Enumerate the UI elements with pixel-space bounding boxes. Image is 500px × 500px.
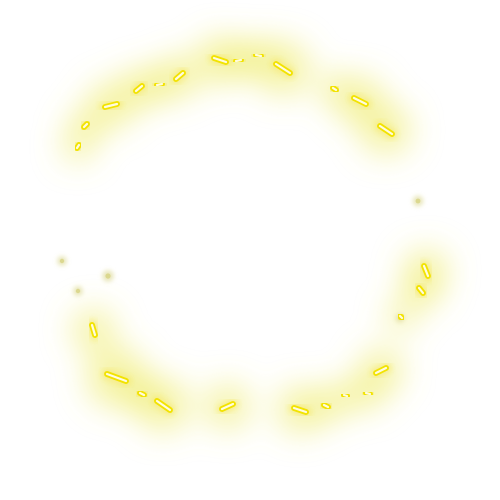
spark-core-8 xyxy=(82,122,89,129)
spark-core-11 xyxy=(378,124,394,136)
spark-core-21 xyxy=(292,406,308,414)
spark-core-22 xyxy=(322,403,330,409)
spark-core-4 xyxy=(174,71,185,81)
faint-dot-0 xyxy=(59,258,65,264)
spark-core-3 xyxy=(274,62,292,75)
spark-core-10 xyxy=(352,96,368,106)
spark-19 xyxy=(154,398,173,413)
spark-24 xyxy=(363,390,373,397)
spark-core-16 xyxy=(90,323,97,337)
spark-5 xyxy=(154,81,165,88)
spark-17 xyxy=(104,371,129,384)
faint-dot-2 xyxy=(105,273,111,279)
spark-9 xyxy=(74,142,82,151)
spark-25 xyxy=(373,365,389,376)
spark-core-23 xyxy=(342,393,349,398)
spark-13 xyxy=(421,263,431,279)
spark-4 xyxy=(173,70,186,82)
spark-10 xyxy=(351,95,369,107)
faint-dot-1 xyxy=(75,288,81,294)
spark-core-5 xyxy=(155,82,164,87)
spark-3 xyxy=(273,61,293,76)
spark-core-19 xyxy=(155,399,172,412)
spark-core-1 xyxy=(234,58,243,63)
spark-core-24 xyxy=(364,391,372,396)
spark-21 xyxy=(291,405,309,415)
spark-core-25 xyxy=(374,366,388,375)
spark-6 xyxy=(133,83,145,94)
spark-core-15 xyxy=(398,314,404,320)
spark-2 xyxy=(253,52,264,59)
spark-core-17 xyxy=(105,372,128,383)
spark-0 xyxy=(211,55,229,65)
spark-core-18 xyxy=(138,391,146,397)
faint-dots xyxy=(57,195,424,323)
spark-14 xyxy=(416,285,426,296)
spark-core-0 xyxy=(212,56,228,64)
spark-core-14 xyxy=(417,286,425,295)
spark-12 xyxy=(330,85,339,93)
spark-core-7 xyxy=(103,102,119,109)
spark-core-12 xyxy=(331,86,338,92)
halo-glow xyxy=(62,36,448,434)
sparks xyxy=(74,52,431,415)
spark-1 xyxy=(233,57,244,64)
spark-core-9 xyxy=(75,143,81,150)
spark-22 xyxy=(321,402,331,410)
spark-16 xyxy=(89,322,98,338)
spark-core-20 xyxy=(220,402,235,411)
spark-15 xyxy=(397,313,405,321)
spark-7 xyxy=(102,101,120,110)
spark-core-6 xyxy=(134,84,144,93)
spark-23 xyxy=(341,392,350,399)
spark-18 xyxy=(137,390,147,398)
spark-11 xyxy=(377,123,395,137)
faint-dot-3 xyxy=(415,198,421,204)
spark-core-13 xyxy=(422,264,430,278)
spark-core-2 xyxy=(254,53,263,58)
spark-20 xyxy=(219,401,236,412)
spark-8 xyxy=(81,121,90,130)
